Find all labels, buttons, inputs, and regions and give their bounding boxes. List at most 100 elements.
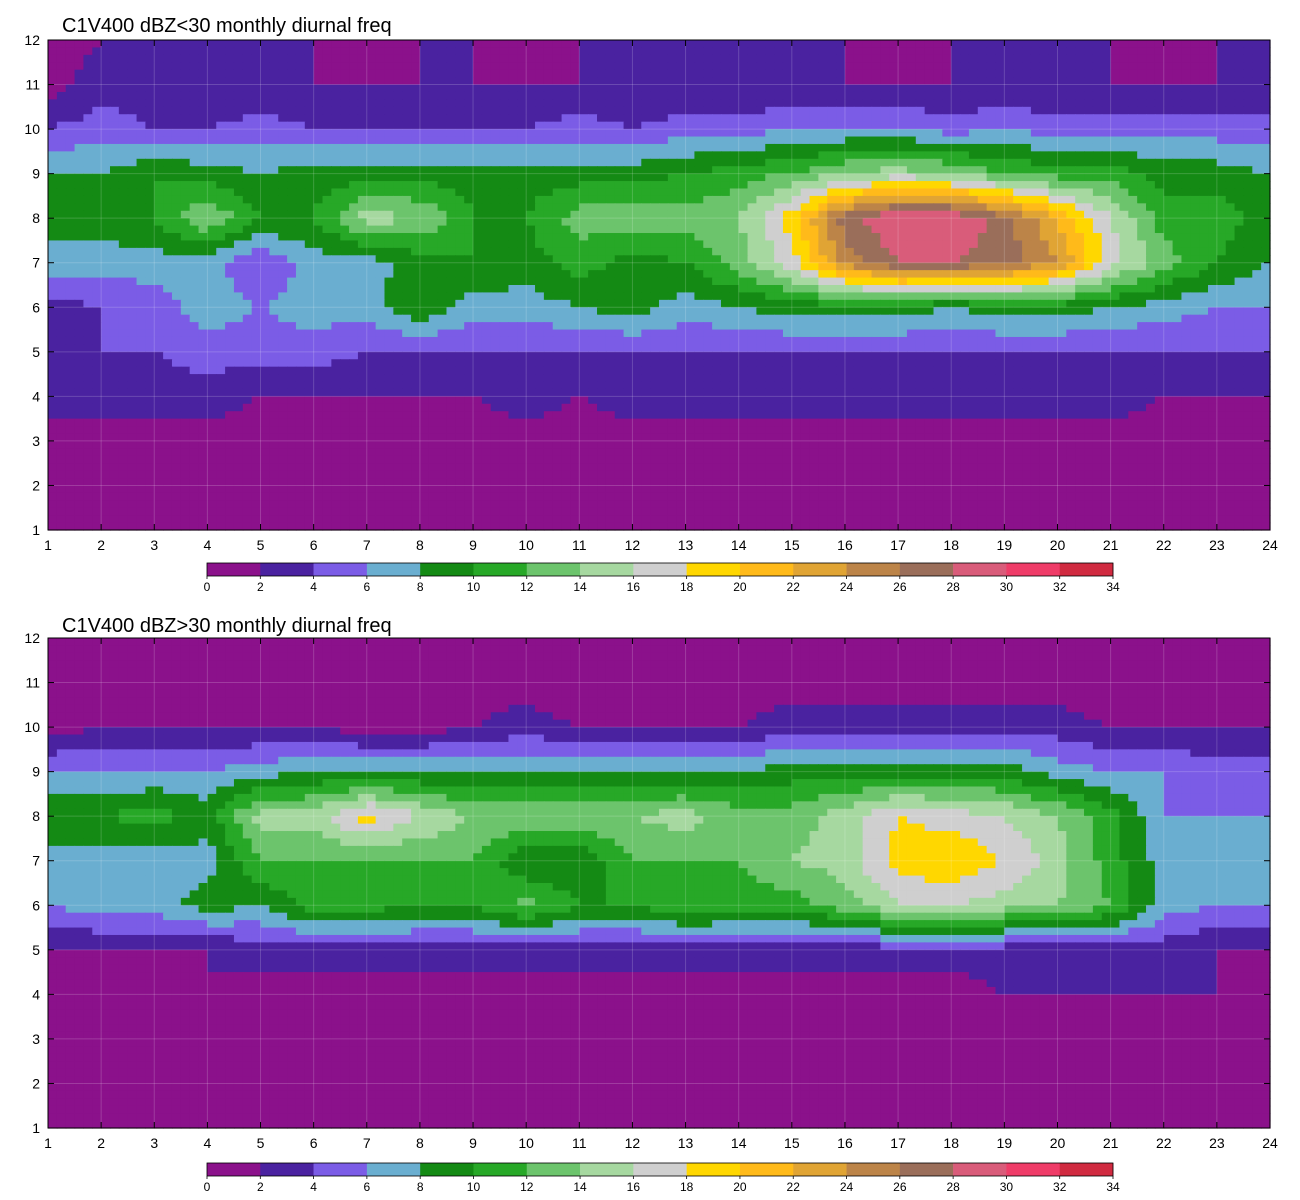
contour-cell [1234, 158, 1245, 167]
contour-cell [1137, 218, 1147, 227]
contour-cell [800, 255, 811, 264]
contour-cell [1190, 143, 1200, 152]
contour-cell [313, 233, 324, 242]
contour-cell [597, 62, 607, 71]
contour-cell [92, 292, 102, 301]
contour-cell [836, 285, 846, 294]
contour-cell [446, 84, 456, 93]
contour-cell [322, 233, 332, 242]
contour-cell [1048, 188, 1059, 197]
contour-cell [295, 106, 306, 115]
contour-cell [1190, 188, 1200, 197]
contour-cell [756, 285, 766, 294]
contour-cell [83, 277, 93, 286]
contour-cell [1163, 285, 1174, 294]
contour-cell [375, 84, 386, 93]
contour-cell [464, 84, 474, 93]
contour-cell [340, 181, 350, 190]
contour-cell [685, 225, 696, 234]
contour-cell [349, 173, 359, 182]
contour-cell [48, 255, 58, 264]
contour-cell [1101, 188, 1112, 197]
contour-cell [1004, 292, 1014, 301]
contour-cell [543, 240, 554, 249]
contour-cell [951, 99, 961, 108]
contour-cell [1022, 299, 1032, 308]
contour-cell [154, 285, 164, 294]
contour-cell [1048, 151, 1059, 160]
contour-cell [1057, 188, 1067, 197]
contour-cell [207, 99, 217, 108]
contour-cell [720, 173, 731, 182]
contour-cell [1181, 84, 1191, 93]
contour-cell [968, 99, 979, 108]
contour-cell [995, 173, 1005, 182]
contour-cell [1022, 84, 1032, 93]
contour-cell [1146, 62, 1156, 71]
contour-cell [74, 77, 85, 86]
contour-cell [171, 188, 182, 197]
contour-cell [499, 129, 510, 138]
contour-cell [1057, 262, 1067, 271]
contour-cell [942, 158, 952, 167]
contour-cell [765, 188, 775, 197]
contour-cell [216, 255, 226, 264]
contour-cell [1216, 129, 1227, 138]
contour-cell [915, 299, 926, 308]
contour-cell [101, 240, 111, 249]
contour-cell [720, 91, 731, 100]
contour-cell [242, 247, 253, 256]
contour-cell [1004, 62, 1014, 71]
contour-cell [995, 129, 1005, 138]
contour-cell [561, 158, 572, 167]
contour-cell [216, 77, 226, 86]
contour-cell [1225, 69, 1236, 78]
contour-cell [83, 136, 93, 145]
contour-cell [65, 255, 76, 264]
contour-cell [765, 277, 775, 286]
contour-cell [552, 114, 563, 123]
contour-cell [419, 173, 430, 182]
contour-cell [198, 195, 208, 204]
contour-cell [1110, 299, 1121, 308]
contour-cell [499, 262, 510, 271]
contour-cell [552, 99, 563, 108]
contour-cell [543, 203, 554, 212]
contour-cell [287, 40, 297, 49]
contour-cell [951, 91, 961, 100]
contour-cell [951, 285, 961, 294]
contour-cell [853, 121, 864, 130]
contour-cell [844, 151, 855, 160]
contour-cell [171, 143, 182, 152]
contour-cell [729, 247, 740, 256]
contour-cell [650, 166, 660, 175]
contour-cell [597, 255, 607, 264]
contour-cell [384, 173, 394, 182]
contour-cell [1075, 151, 1085, 160]
contour-cell [455, 136, 465, 145]
contour-cell [659, 240, 669, 249]
contour-cell [1013, 106, 1023, 115]
contour-cell [535, 158, 545, 167]
contour-cell [340, 255, 350, 264]
contour-cell [118, 255, 129, 264]
contour-cell [455, 62, 465, 71]
contour-cell [1092, 106, 1103, 115]
contour-cell [1163, 166, 1174, 175]
contour-cell [48, 62, 58, 71]
contour-cell [951, 210, 961, 219]
contour-cell [260, 77, 270, 86]
contour-cell [579, 143, 589, 152]
contour-cell [915, 69, 926, 78]
contour-cell [304, 262, 315, 271]
contour-cell [1057, 277, 1067, 286]
contour-cell [375, 277, 386, 286]
contour-cell [517, 158, 527, 167]
contour-cell [597, 240, 607, 249]
contour-cell [1128, 106, 1138, 115]
contour-cell [889, 62, 899, 71]
contour-cell [233, 136, 244, 145]
contour-cell [526, 158, 536, 167]
contour-cell [1172, 158, 1183, 167]
contour-cell [402, 225, 412, 234]
